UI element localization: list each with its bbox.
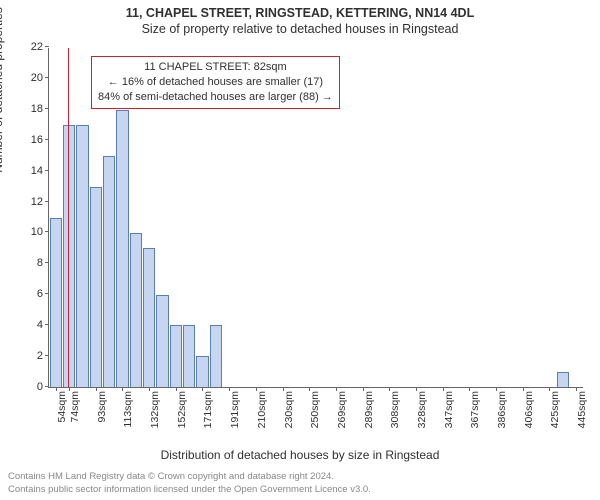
bar-slot [476,48,489,387]
ytick-label: 12 [31,196,49,208]
ytick-mark [45,77,49,78]
xtick-label: 230sqm [283,391,295,428]
xtick-label: 347sqm [443,391,455,428]
xtick-label: 113sqm [122,391,134,428]
bar-slot [516,48,529,387]
annotation-box: 11 CHAPEL STREET: 82sqm ← 16% of detache… [91,56,340,109]
bar-slot [449,48,462,387]
bar-slot [356,48,369,387]
ytick-mark [45,201,49,202]
chart-title-main: 11, CHAPEL STREET, RINGSTEAD, KETTERING,… [0,0,600,20]
bar [50,218,62,388]
ytick-mark [45,355,49,356]
bar-slot [463,48,476,387]
xtick-label: 445sqm [576,391,588,428]
bar-slot [396,48,409,387]
y-axis-label: Number of detached properties [0,0,5,240]
plot-region: 54sqm74sqm93sqm113sqm132sqm152sqm171sqm1… [48,48,583,388]
ytick-label: 22 [31,41,49,53]
bar [183,325,195,387]
bar-slot [49,48,62,387]
bar-slot [489,48,502,387]
ytick-label: 8 [37,257,49,269]
ytick-label: 0 [37,381,49,393]
bar [143,248,155,387]
xtick-label: 425sqm [549,391,561,428]
xtick-label: 328sqm [416,391,428,428]
ytick-mark [45,46,49,47]
xtick-label: 308sqm [389,391,401,428]
bar [196,356,208,387]
bar-slot [343,48,356,387]
ytick-label: 18 [31,103,49,115]
annotation-line1: 11 CHAPEL STREET: 82sqm [98,60,333,75]
xtick-label: 93sqm [96,391,108,423]
xtick-label: 191sqm [229,391,241,428]
bar-slot [369,48,382,387]
chart-title-sub: Size of property relative to detached ho… [0,20,600,40]
bar [557,372,569,387]
ytick-label: 16 [31,134,49,146]
bar-slot [503,48,516,387]
ytick-mark [45,170,49,171]
xtick-label: 132sqm [149,391,161,428]
bar-slot [529,48,542,387]
bar [156,295,168,387]
xtick-label: 386sqm [496,391,508,428]
footer-line2: Contains public sector information licen… [8,484,592,496]
bar [116,110,128,387]
annotation-line3: 84% of semi-detached houses are larger (… [98,90,333,105]
xtick-label: 406sqm [523,391,535,428]
ytick-mark [45,231,49,232]
bar-slot [423,48,436,387]
bar [76,125,88,387]
footer-attribution: Contains HM Land Registry data © Crown c… [8,471,592,496]
bar [90,187,102,387]
xtick-label: 74sqm [69,391,81,423]
xtick-label: 210sqm [256,391,268,428]
ytick-mark [45,139,49,140]
ytick-label: 4 [37,319,49,331]
bar [103,156,115,387]
x-axis-label: Distribution of detached houses by size … [0,448,600,462]
ytick-mark [45,293,49,294]
xtick-label: 367sqm [469,391,481,428]
ytick-label: 2 [37,350,49,362]
xtick-label: 250sqm [309,391,321,428]
bar [130,233,142,387]
xtick-label: 171sqm [202,391,214,428]
bar-slot [383,48,396,387]
ytick-label: 14 [31,165,49,177]
ytick-label: 10 [31,226,49,238]
chart-area: Number of detached properties 54sqm74sqm… [0,40,600,440]
bar-slot [409,48,422,387]
footer-line1: Contains HM Land Registry data © Crown c… [8,471,592,483]
xtick-label: 269sqm [336,391,348,428]
bar [210,325,222,387]
bar-slot [543,48,556,387]
xtick-label: 289sqm [363,391,375,428]
ytick-label: 20 [31,72,49,84]
reference-line [68,48,69,387]
ytick-mark [45,108,49,109]
bar [170,325,182,387]
ytick-label: 6 [37,288,49,300]
xtick-label: 54sqm [56,391,68,423]
bar-slot [76,48,89,387]
bar-slot [556,48,569,387]
ytick-mark [45,386,49,387]
xtick-label: 152sqm [176,391,188,428]
annotation-line2: ← 16% of detached houses are smaller (17… [98,75,333,90]
bar-slot [436,48,449,387]
bar-slot [569,48,582,387]
ytick-mark [45,324,49,325]
ytick-mark [45,262,49,263]
